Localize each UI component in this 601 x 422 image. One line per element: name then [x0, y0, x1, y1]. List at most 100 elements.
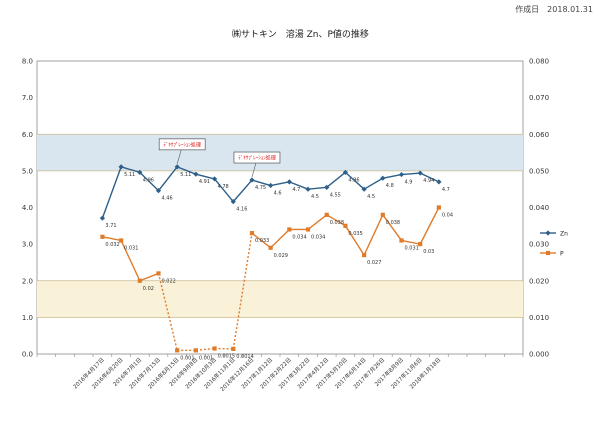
series-p-line — [120, 240, 141, 282]
series-p-point — [436, 205, 441, 210]
series-p-data-label: 0.031 — [124, 245, 138, 251]
series-zn-line — [157, 166, 178, 192]
series-zn-line — [289, 181, 309, 190]
annotation-pointer — [251, 162, 257, 178]
y-left-tick-label: 6.0 — [22, 131, 33, 139]
series-zn-line — [251, 179, 271, 187]
series-p-line — [363, 214, 384, 256]
series-p-line — [401, 239, 421, 245]
annotation-box — [233, 151, 281, 164]
series-p-point — [175, 348, 180, 353]
series-zn-data-label: 5.11 — [180, 172, 191, 178]
series-p-data-label: 0.022 — [162, 278, 176, 284]
y-right-tick-label: 0.080 — [529, 58, 549, 66]
series-p-point — [156, 271, 161, 276]
series-zn-point — [193, 171, 199, 177]
series-p-data-label: 0.001 — [199, 355, 213, 361]
legend-marker-zn — [545, 230, 551, 236]
y-left-tick-label: 5.0 — [22, 167, 33, 175]
series-zn-data-label: 4.96 — [348, 177, 359, 183]
series-zn-data-label: 4.94 — [423, 178, 434, 184]
y-left-tick-label: 0.0 — [22, 351, 33, 359]
series-zn-point — [118, 164, 124, 170]
series-zn-point — [436, 179, 442, 185]
series-zn-point — [211, 176, 218, 182]
series-zn-data-label: 3.71 — [105, 223, 116, 229]
series-zn-line — [214, 178, 234, 203]
series-zn-data-label: 4.96 — [143, 177, 154, 183]
y-left-tick-label: 7.0 — [22, 94, 33, 102]
series-zn-line — [326, 171, 346, 188]
series-zn-point — [230, 199, 236, 205]
series-zn-data-label: 4.7 — [442, 187, 450, 193]
series-zn-point — [155, 188, 162, 194]
series-p-data-label: 0.02 — [143, 286, 154, 292]
series-p-data-label: 0.04 — [442, 213, 453, 219]
series-p-line — [344, 225, 365, 256]
series-p-data-label: 0.034 — [311, 234, 325, 240]
series-p-line — [419, 207, 440, 245]
series-p-data-label: 0.031 — [405, 245, 419, 251]
date-stamp: 作成日 2018.01.31 — [515, 5, 593, 14]
y-right-tick-label: 0.060 — [529, 131, 549, 139]
series-zn-line — [363, 177, 384, 190]
series-zn-data-label: 4.9 — [405, 180, 413, 186]
y-right-tick-label: 0.000 — [529, 351, 549, 359]
series-p-data-label: 0.038 — [330, 220, 344, 226]
y-left-tick-label: 3.0 — [22, 241, 33, 249]
series-p-line — [270, 228, 290, 249]
series-p-point — [212, 346, 217, 351]
series-p-point — [137, 278, 142, 283]
series-zn-line — [120, 166, 141, 174]
series-p-point — [100, 234, 105, 239]
series-zn-point — [286, 179, 292, 185]
series-p-line — [326, 214, 346, 227]
series-p-data-label: 0.0015 — [218, 354, 236, 360]
series-zn-line — [139, 171, 159, 192]
series-zn-point — [99, 215, 106, 221]
series-p-point — [305, 227, 311, 232]
series-zn-data-label: 4.78 — [218, 184, 229, 190]
x-category-label: 2016年12月16日 — [218, 356, 255, 393]
series-p-point — [343, 223, 348, 228]
y-right-tick-label: 0.070 — [529, 94, 549, 102]
series-zn-line — [270, 181, 290, 187]
series-p-point — [287, 227, 292, 232]
series-zn-data-label: 4.55 — [330, 192, 341, 198]
series-zn-point — [324, 184, 330, 190]
annotation-box — [158, 138, 206, 151]
series-zn-data-label: 4.7 — [292, 187, 300, 193]
p-target-band — [37, 280, 523, 318]
series-p-line — [251, 232, 272, 249]
series-p-line — [382, 214, 403, 241]
x-category-label: 2018年1月18日 — [408, 356, 443, 391]
legend-marker-p — [545, 250, 551, 256]
y-right-tick-label: 0.030 — [529, 241, 549, 249]
series-zn-point — [417, 170, 423, 176]
series-p-data-label: 0.027 — [367, 260, 381, 266]
series-zn-line — [195, 173, 215, 180]
series-zn-line — [419, 172, 440, 183]
y-right-tick-label: 0.050 — [529, 167, 549, 175]
annotation-pointer — [176, 149, 182, 164]
series-zn-data-label: 4.91 — [199, 179, 210, 185]
series-zn-point — [137, 169, 143, 175]
series-zn-line — [176, 166, 197, 175]
series-p-point — [193, 348, 198, 353]
series-zn-data-label: 4.8 — [386, 183, 394, 189]
series-zn-point — [249, 177, 255, 183]
y-left-tick-label: 1.0 — [22, 314, 33, 322]
series-p-data-label: 0.029 — [274, 253, 288, 259]
series-zn-point — [174, 164, 180, 170]
annotation-text: ﾃﾞｷｻﾌﾟﾚｰｼｮﾝ処理 — [238, 155, 276, 162]
annotation-text: ﾃﾞｷｻﾌﾟﾚｰｼｮﾝ処理 — [163, 141, 201, 148]
y-right-tick-label: 0.020 — [529, 277, 549, 285]
chart-title: ㈱サトキン 溶湯 Zn、P値の推移 — [232, 30, 369, 40]
series-zn-data-label: 4.6 — [274, 191, 282, 197]
y-left-tick-label: 2.0 — [22, 277, 33, 285]
series-zn-point — [268, 182, 274, 189]
series-p-point — [362, 253, 367, 258]
series-p-data-label: 0.034 — [292, 234, 306, 240]
series-zn-data-label: 4.75 — [255, 185, 266, 191]
